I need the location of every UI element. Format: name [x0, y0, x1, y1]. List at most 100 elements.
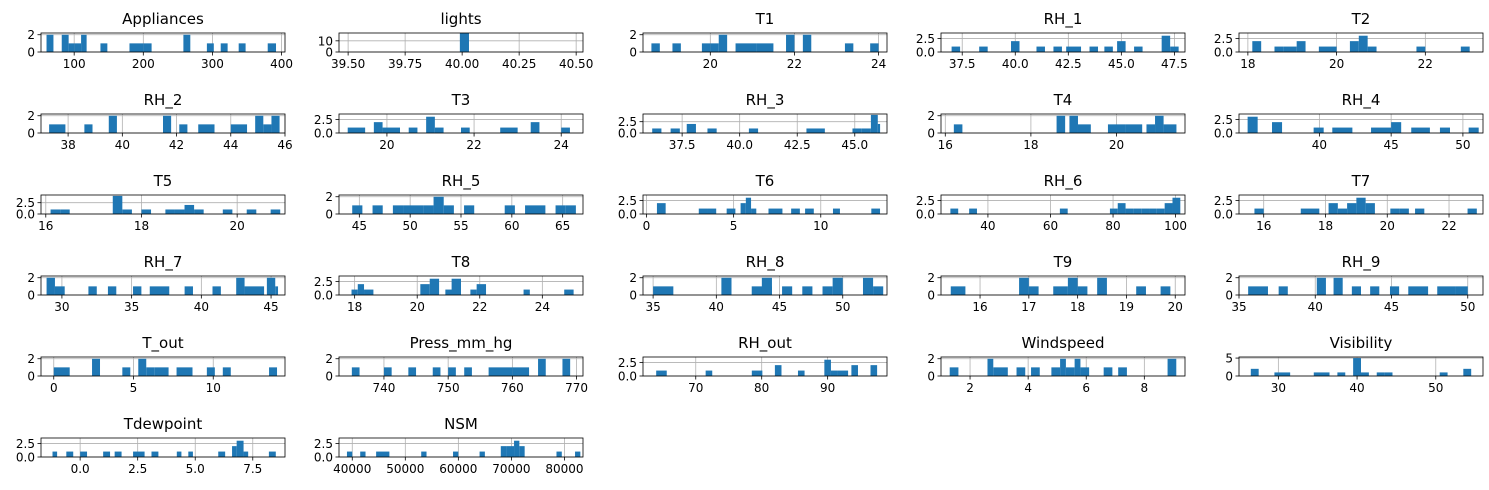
histogram-bar	[1056, 115, 1066, 133]
histogram-bar	[824, 359, 831, 376]
histogram-bar	[1408, 286, 1429, 295]
x-tick-label: 2	[966, 381, 974, 395]
histogram-bar	[432, 367, 441, 376]
histogram-bar	[1161, 35, 1171, 52]
y-tick-label: 2	[27, 28, 35, 42]
histogram-bar	[461, 127, 470, 133]
histogram-bar	[1125, 124, 1143, 133]
histogram-bar	[46, 277, 55, 295]
x-tick-label: 90	[820, 381, 835, 395]
x-tick-label: 5	[730, 219, 738, 233]
histogram-bar	[1051, 367, 1061, 376]
subplot-visibility: 30 40 50 0 5 Visibility	[1225, 334, 1484, 395]
subplot-rh-8: 35 40 45 50 0 2 RH_8	[629, 253, 888, 314]
histogram-bar	[1274, 46, 1284, 52]
histogram-bar	[244, 286, 265, 295]
histogram-bar	[133, 286, 142, 295]
x-tick-label: 44	[223, 138, 238, 152]
histogram-bar	[705, 370, 713, 376]
y-tick-label: 0.0	[16, 451, 35, 465]
histogram-bar	[670, 128, 680, 133]
histogram-bar	[1415, 208, 1425, 214]
histogram-bar	[1296, 41, 1306, 52]
histogram-bar	[1097, 277, 1107, 295]
histogram-bar	[74, 43, 82, 52]
x-tick-label: 60	[504, 219, 519, 233]
histogram-bar	[1460, 46, 1470, 52]
x-tick-label: 50	[403, 219, 418, 233]
x-tick-label: 45.0	[841, 138, 868, 152]
histogram-bar	[701, 43, 711, 52]
histogram-bar	[1274, 372, 1291, 376]
x-tick-label: 770	[565, 381, 588, 395]
axes-frame	[642, 32, 888, 53]
y-tick-label: 0	[629, 46, 637, 60]
histogram-bar	[832, 208, 840, 214]
histogram-bar	[555, 205, 566, 214]
histogram-bar	[271, 115, 280, 133]
x-tick-label: 40	[1312, 138, 1327, 152]
histogram-bar	[84, 124, 93, 133]
histogram-bar	[1146, 124, 1156, 133]
x-tick-label: 24	[554, 138, 569, 152]
histogram-bar	[49, 124, 66, 133]
histogram-bar	[530, 122, 540, 133]
x-tick-label: 20	[1168, 300, 1183, 314]
axes-frame	[1238, 275, 1484, 296]
histogram-bar	[782, 286, 793, 295]
histogram-bar	[445, 289, 455, 295]
histogram-bar	[745, 197, 752, 214]
histogram-bar	[1254, 208, 1264, 214]
axes-frame	[40, 113, 286, 134]
y-tick-label: 0.0	[916, 46, 935, 60]
x-tick-label: 50	[1455, 138, 1470, 152]
histogram-bar	[360, 451, 366, 457]
y-tick-label: 0	[27, 127, 35, 141]
histogram-bar	[122, 367, 131, 376]
histogram-bar	[184, 286, 193, 295]
x-tick-label: 10	[206, 381, 221, 395]
histogram-bar	[268, 451, 276, 457]
subplot-title: RH_7	[144, 253, 183, 272]
x-tick-label: 100	[1164, 219, 1187, 233]
axes-frame	[642, 356, 888, 377]
histogram-bar	[194, 209, 204, 214]
histogram-bar	[652, 128, 662, 133]
x-tick-label: 70	[688, 381, 703, 395]
histogram-bar	[1065, 367, 1075, 376]
y-tick-label: 2.5	[314, 113, 333, 127]
axes-frame	[1238, 32, 1484, 53]
histogram-bar	[176, 367, 193, 376]
subplot-rh-out: 70 80 90 0.02.5 RH_out	[618, 334, 888, 395]
histogram-bar	[1077, 124, 1091, 133]
subplot-rh-7: 30 35 40 45 0 2 RH_7	[27, 253, 286, 314]
x-tick-label: 40.0	[726, 138, 753, 152]
histogram-bar	[710, 43, 719, 52]
histogram-bar	[1376, 372, 1385, 376]
x-tick-label: 2.5	[128, 462, 147, 476]
x-tick-label: 35	[645, 300, 660, 314]
histogram-bar	[1109, 208, 1118, 214]
histogram-bar	[1149, 208, 1157, 214]
histogram-bar	[832, 277, 843, 295]
histogram-bar	[707, 128, 717, 133]
subplot-t8: 18 20 22 24 0.02.5 T8	[314, 253, 584, 314]
histogram-bar	[1468, 127, 1479, 133]
x-tick-label: 6	[1082, 381, 1090, 395]
histogram-bar	[656, 203, 666, 214]
subplot-title: T_out	[141, 334, 183, 353]
x-tick-label: 40	[1308, 300, 1323, 314]
histogram-bar	[488, 367, 513, 376]
subplot-t9: 16 17 18 19 20 0 2 T9	[927, 253, 1186, 314]
x-tick-label: 55	[453, 219, 468, 233]
histogram-bar	[246, 209, 257, 214]
y-tick-label: 0	[27, 370, 35, 384]
y-tick-label: 2.5	[618, 194, 637, 208]
axes-frame	[40, 275, 286, 296]
histogram-bar	[1160, 286, 1171, 295]
histogram-bar	[1167, 358, 1177, 376]
histogram-bar	[748, 128, 759, 133]
histogram-bar	[1053, 46, 1062, 52]
x-tick-label: 20	[1109, 138, 1124, 152]
histogram-bar	[122, 209, 132, 214]
